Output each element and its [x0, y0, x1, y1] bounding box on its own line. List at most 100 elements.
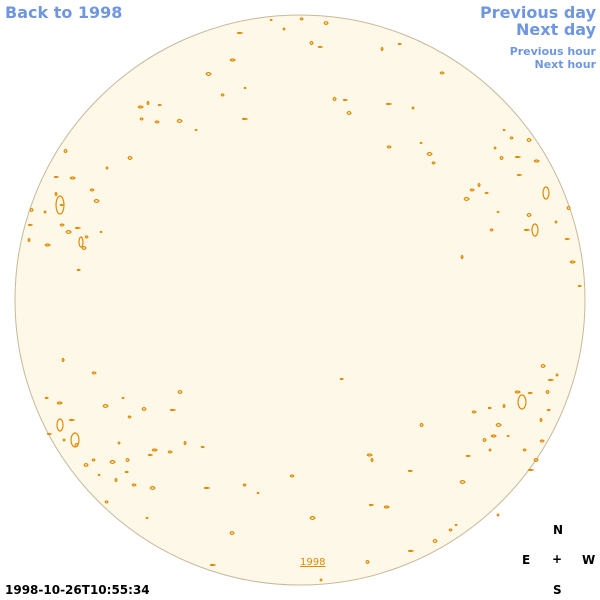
contour-speck — [496, 513, 500, 517]
contour-speck — [540, 363, 546, 369]
contour-speck — [117, 441, 121, 445]
contour-speck — [339, 377, 345, 381]
contour-speck — [154, 120, 160, 124]
year-link[interactable]: 1998 — [300, 557, 326, 568]
previous-day-link[interactable]: Previous day — [479, 3, 596, 22]
back-to-year-link[interactable]: Back to 1998 — [5, 3, 123, 22]
contour-speck — [439, 71, 445, 75]
contour-speck — [419, 141, 423, 145]
contour-speck — [149, 485, 156, 491]
contour-speck — [526, 137, 532, 143]
magnetic-contours — [27, 17, 583, 582]
contour-speck — [319, 578, 323, 582]
compass-center-mark: + — [552, 552, 563, 566]
contour-speck — [469, 188, 475, 192]
contour-speck — [370, 457, 374, 463]
contour-loop — [70, 432, 80, 448]
contour-speck — [299, 17, 304, 21]
contour-speck — [54, 191, 58, 197]
contour-speck — [365, 559, 370, 565]
compass-east-label: E — [522, 553, 531, 567]
contour-speck — [229, 58, 236, 62]
contour-speck — [139, 117, 144, 121]
previous-hour-link[interactable]: Previous hour — [509, 45, 596, 58]
contour-speck — [502, 128, 506, 132]
contour-loop — [542, 186, 550, 200]
contour-speck — [323, 20, 329, 26]
contour-speck — [127, 415, 132, 419]
contour-speck — [229, 530, 235, 536]
contour-speck — [564, 237, 571, 241]
contour-speck — [97, 473, 101, 477]
contour-speck — [124, 470, 130, 474]
contour-speck — [448, 528, 453, 532]
contour-speck — [465, 454, 472, 458]
contour-speck — [102, 403, 109, 409]
contour-speck — [131, 483, 137, 487]
contour-speck — [566, 205, 571, 211]
contour-speck — [105, 166, 109, 170]
contour-speck — [91, 458, 96, 462]
contour-speck — [209, 563, 217, 567]
contour-speck — [386, 145, 392, 149]
contour-speck — [477, 182, 481, 188]
contour-speck — [109, 459, 116, 465]
contour-speck — [151, 448, 158, 452]
contour-speck — [282, 27, 286, 31]
contour-speck — [533, 457, 539, 463]
contour-speck — [555, 373, 559, 377]
contour-speck — [242, 483, 247, 487]
contour-speck — [91, 371, 97, 375]
contour-speck — [383, 505, 390, 509]
contour-speck — [99, 230, 103, 234]
contour-speck — [183, 440, 187, 446]
contour-speck — [167, 450, 173, 454]
contour-speck — [523, 228, 531, 232]
compass-south-label: S — [553, 583, 562, 597]
contour-speck — [127, 155, 133, 161]
contour-loop — [78, 236, 84, 248]
contour-speck — [125, 457, 130, 463]
next-day-link[interactable]: Next day — [516, 20, 596, 39]
contour-speck — [482, 437, 487, 443]
contour-speck — [380, 46, 384, 52]
contour-speck — [332, 96, 337, 102]
contour-speck — [411, 106, 415, 110]
contour-speck — [76, 268, 82, 272]
contour-speck — [426, 151, 433, 157]
contour-speck — [490, 434, 497, 438]
contour-speck — [65, 229, 72, 235]
contour-speck — [44, 396, 50, 400]
contour-speck — [56, 401, 63, 405]
contour-speck — [289, 474, 295, 478]
contour-speck — [256, 491, 260, 495]
contour-speck — [527, 391, 534, 395]
contour-speck — [514, 155, 522, 159]
contour-speck — [484, 191, 490, 195]
contour-speck — [346, 110, 352, 116]
contour-speck — [407, 549, 415, 553]
contour-speck — [43, 210, 47, 214]
contour-speck — [176, 118, 183, 124]
contour-speck — [309, 40, 314, 46]
contour-speck — [169, 408, 177, 412]
contour-speck — [62, 438, 66, 442]
contour-speck — [177, 389, 183, 395]
next-hour-link[interactable]: Next hour — [534, 58, 597, 71]
contour-speck — [53, 175, 60, 179]
contour-speck — [89, 188, 95, 192]
contour-speck — [194, 128, 198, 132]
contour-speck — [526, 212, 532, 218]
contour-speck — [146, 100, 150, 106]
contour-speck — [471, 410, 477, 414]
contour-speck — [243, 86, 247, 90]
contour-speck — [121, 396, 125, 400]
contour-speck — [83, 462, 89, 468]
contour-speck — [59, 203, 65, 207]
contour-loop — [517, 394, 527, 410]
contour-speck — [68, 418, 76, 422]
contour-speck — [366, 453, 373, 457]
contour-speck — [93, 198, 100, 204]
contour-speck — [397, 42, 403, 46]
